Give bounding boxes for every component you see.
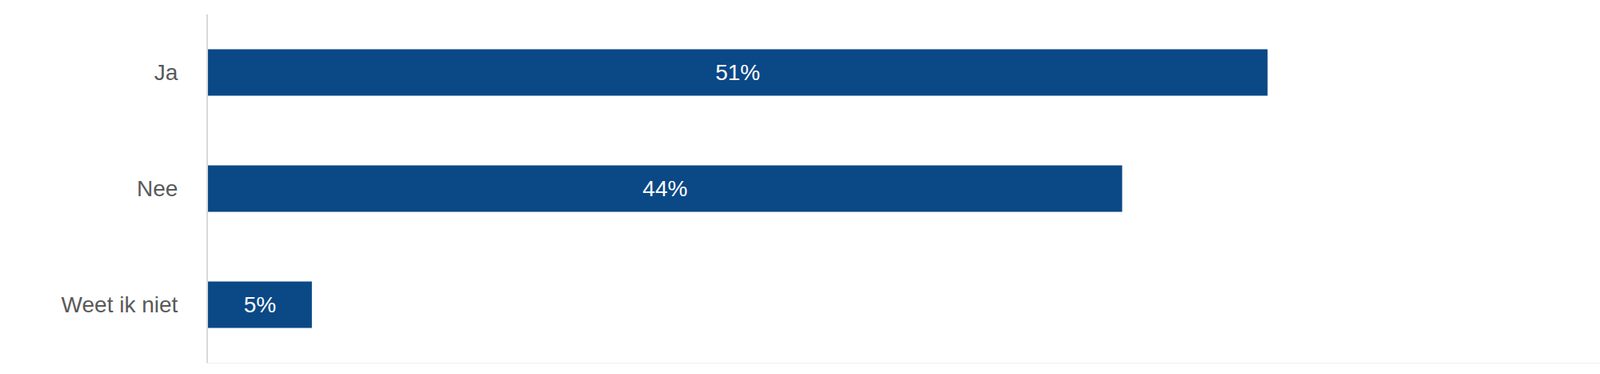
svg-text:Nee: Nee	[136, 176, 178, 201]
svg-text:5%: 5%	[244, 292, 276, 317]
svg-text:Ja: Ja	[154, 60, 179, 85]
svg-text:51%: 51%	[715, 60, 760, 85]
svg-text:44%: 44%	[642, 176, 688, 201]
svg-text:Weet ik niet: Weet ik niet	[61, 292, 179, 317]
